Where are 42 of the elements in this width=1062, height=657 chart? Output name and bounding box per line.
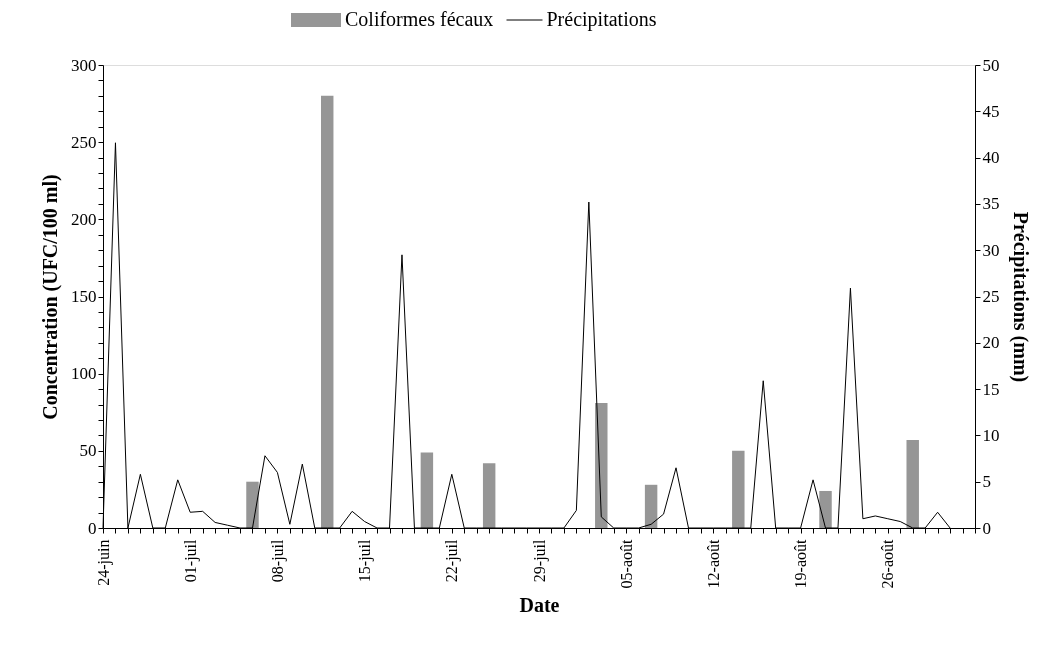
- x-tick-label: 15-juil: [356, 538, 375, 583]
- bar: [819, 490, 832, 528]
- y2-tick-label: 5: [982, 472, 991, 492]
- y2-tick-label: 25: [982, 287, 1000, 306]
- bar: [482, 463, 496, 528]
- y2-tick-label: 20: [982, 333, 1000, 353]
- bar: [644, 484, 658, 528]
- x-tick-label: 12-août: [704, 538, 722, 589]
- y2-tick-label: 10: [982, 425, 1000, 445]
- x-tick-label: 19-août: [792, 538, 810, 589]
- x-tick-label: 08-juil: [268, 538, 287, 583]
- y-tick-label: 200: [71, 209, 97, 229]
- y2-tick-label: 30: [982, 240, 1000, 260]
- y-axis-title: Concentration (UFC/100 ml): [39, 174, 62, 420]
- bar: [595, 402, 608, 528]
- y2-tick-label: 15: [982, 379, 1000, 399]
- x-tick-label: 29-juil: [530, 538, 549, 583]
- y-tick-label: 100: [71, 364, 97, 384]
- bar: [246, 481, 259, 528]
- y-tick-label: 0: [88, 518, 97, 538]
- x-tick-label: 24-juin: [94, 539, 113, 586]
- y2-tick-label: 40: [982, 148, 1000, 168]
- y-tick-label: 250: [71, 132, 97, 152]
- legend-label: Coliformes fécaux: [345, 8, 494, 30]
- bar: [906, 440, 919, 528]
- bar: [732, 450, 745, 528]
- x-tick-label: 05-août: [617, 538, 635, 589]
- legend-label: Précipitations: [546, 8, 657, 31]
- x-tick-label: 26-août: [879, 538, 897, 589]
- y2-tick-label: 35: [982, 194, 1000, 214]
- x-tick-label: 01-juil: [181, 538, 200, 583]
- y2-tick-label: 0: [982, 518, 991, 538]
- bar: [420, 452, 434, 528]
- x-axis-title: Date: [519, 594, 560, 617]
- y-tick-label: 300: [71, 55, 97, 75]
- y2-tick-label: 45: [982, 101, 1000, 121]
- y2-tick-label: 50: [982, 55, 1000, 75]
- x-tick-label: 22-juil: [443, 538, 462, 583]
- y-tick-label: 50: [79, 441, 97, 461]
- y-tick-label: 150: [71, 287, 97, 306]
- bar: [321, 95, 334, 528]
- y2-axis-title: Précipitations (mm): [1008, 211, 1032, 383]
